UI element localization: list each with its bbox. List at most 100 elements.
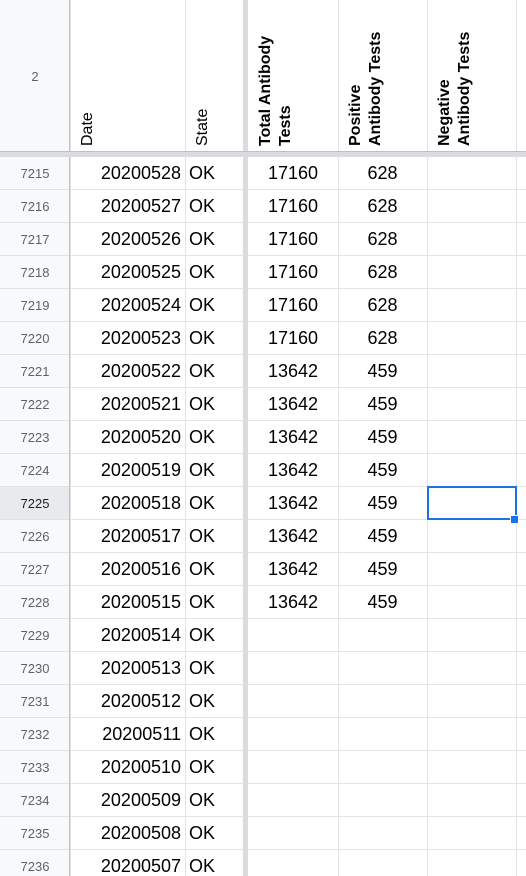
total-cell[interactable]: 13642 bbox=[267, 526, 319, 546]
column-header[interactable]: Negative Antibody Tests bbox=[435, 4, 475, 146]
row-number: 7217 bbox=[0, 223, 70, 256]
date-cell[interactable]: 20200518 bbox=[100, 493, 181, 513]
row-header-border bbox=[69, 0, 70, 876]
row-line bbox=[0, 453, 526, 454]
positive-cell[interactable]: 459 bbox=[367, 427, 398, 447]
column-header-line: Antibody Tests bbox=[367, 31, 384, 146]
date-cell[interactable]: 20200520 bbox=[100, 427, 181, 447]
state-cell[interactable]: OK bbox=[189, 592, 216, 612]
state-cell[interactable]: OK bbox=[189, 493, 216, 513]
state-cell[interactable]: OK bbox=[189, 724, 216, 744]
positive-cell[interactable]: 628 bbox=[367, 163, 398, 183]
total-cell[interactable]: 13642 bbox=[267, 460, 319, 480]
positive-cell[interactable]: 459 bbox=[367, 559, 398, 579]
date-cell[interactable]: 20200513 bbox=[100, 658, 181, 678]
row-number: 7236 bbox=[0, 850, 70, 876]
total-cell[interactable]: 17160 bbox=[267, 295, 319, 315]
total-cell[interactable]: 17160 bbox=[267, 163, 319, 183]
state-cell[interactable]: OK bbox=[189, 856, 216, 876]
header-row-number: 2 bbox=[0, 0, 70, 152]
date-cell[interactable]: 20200514 bbox=[100, 625, 181, 645]
state-cell[interactable]: OK bbox=[189, 559, 216, 579]
positive-cell[interactable]: 628 bbox=[367, 328, 398, 348]
row-line bbox=[0, 651, 526, 652]
row-number: 7231 bbox=[0, 685, 70, 718]
date-cell[interactable]: 20200516 bbox=[100, 559, 181, 579]
state-cell[interactable]: OK bbox=[189, 262, 216, 282]
state-cell[interactable]: OK bbox=[189, 691, 216, 711]
positive-cell[interactable]: 459 bbox=[367, 493, 398, 513]
positive-cell[interactable]: 459 bbox=[367, 460, 398, 480]
state-cell[interactable]: OK bbox=[189, 460, 216, 480]
row-line bbox=[0, 717, 526, 718]
total-cell[interactable]: 13642 bbox=[267, 559, 319, 579]
date-cell[interactable]: 20200507 bbox=[100, 856, 181, 876]
total-cell[interactable]: 13642 bbox=[267, 427, 319, 447]
column-header-line: State bbox=[194, 108, 211, 146]
total-cell[interactable]: 17160 bbox=[267, 196, 319, 216]
total-cell[interactable]: 13642 bbox=[267, 394, 319, 414]
state-cell[interactable]: OK bbox=[189, 526, 216, 546]
positive-cell[interactable]: 628 bbox=[367, 295, 398, 315]
positive-cell[interactable]: 459 bbox=[367, 361, 398, 381]
date-cell[interactable]: 20200528 bbox=[100, 163, 181, 183]
row-line bbox=[0, 783, 526, 784]
selected-cell[interactable] bbox=[427, 486, 517, 520]
state-cell[interactable]: OK bbox=[189, 328, 216, 348]
date-cell[interactable]: 20200527 bbox=[100, 196, 181, 216]
date-cell[interactable]: 20200510 bbox=[100, 757, 181, 777]
date-cell[interactable]: 20200521 bbox=[100, 394, 181, 414]
date-cell[interactable]: 20200524 bbox=[100, 295, 181, 315]
state-cell[interactable]: OK bbox=[189, 823, 216, 843]
row-line bbox=[0, 816, 526, 817]
state-cell[interactable]: OK bbox=[189, 295, 216, 315]
column-header[interactable]: Date bbox=[78, 4, 98, 146]
row-line bbox=[0, 255, 526, 256]
total-cell[interactable]: 13642 bbox=[267, 592, 319, 612]
state-cell[interactable]: OK bbox=[189, 229, 216, 249]
date-cell[interactable]: 20200509 bbox=[100, 790, 181, 810]
total-cell[interactable]: 13642 bbox=[267, 493, 319, 513]
date-cell[interactable]: 20200525 bbox=[100, 262, 181, 282]
total-cell[interactable]: 17160 bbox=[267, 229, 319, 249]
row-line bbox=[0, 486, 526, 487]
date-cell[interactable]: 20200512 bbox=[100, 691, 181, 711]
positive-cell[interactable]: 459 bbox=[367, 592, 398, 612]
column-line bbox=[516, 0, 517, 876]
date-cell[interactable]: 20200511 bbox=[102, 724, 181, 744]
positive-cell[interactable]: 628 bbox=[367, 229, 398, 249]
date-cell[interactable]: 20200508 bbox=[100, 823, 181, 843]
state-cell[interactable]: OK bbox=[189, 427, 216, 447]
column-header[interactable]: Positive Antibody Tests bbox=[346, 4, 386, 146]
date-cell[interactable]: 20200522 bbox=[100, 361, 181, 381]
positive-cell[interactable]: 459 bbox=[367, 394, 398, 414]
state-cell[interactable]: OK bbox=[189, 163, 216, 183]
row-number: 7233 bbox=[0, 751, 70, 784]
state-cell[interactable]: OK bbox=[189, 394, 216, 414]
row-number: 7223 bbox=[0, 421, 70, 454]
total-cell[interactable]: 17160 bbox=[267, 328, 319, 348]
positive-cell[interactable]: 628 bbox=[367, 262, 398, 282]
state-cell[interactable]: OK bbox=[189, 790, 216, 810]
date-cell[interactable]: 20200517 bbox=[100, 526, 181, 546]
total-cell[interactable]: 13642 bbox=[267, 361, 319, 381]
header-bottom-line bbox=[0, 151, 526, 152]
row-line bbox=[0, 552, 526, 553]
state-cell[interactable]: OK bbox=[189, 625, 216, 645]
state-cell[interactable]: OK bbox=[189, 757, 216, 777]
state-cell[interactable]: OK bbox=[189, 361, 216, 381]
date-cell[interactable]: 20200526 bbox=[100, 229, 181, 249]
date-cell[interactable]: 20200523 bbox=[100, 328, 181, 348]
positive-cell[interactable]: 459 bbox=[367, 526, 398, 546]
state-cell[interactable]: OK bbox=[189, 658, 216, 678]
date-cell[interactable]: 20200515 bbox=[100, 592, 181, 612]
row-number: 7234 bbox=[0, 784, 70, 817]
date-cell[interactable]: 20200519 bbox=[100, 460, 181, 480]
fill-handle[interactable] bbox=[510, 515, 519, 524]
row-line bbox=[0, 189, 526, 190]
state-cell[interactable]: OK bbox=[189, 196, 216, 216]
column-header[interactable]: State bbox=[193, 4, 213, 146]
total-cell[interactable]: 17160 bbox=[267, 262, 319, 282]
column-header[interactable]: Total Antibody Tests bbox=[256, 4, 296, 146]
positive-cell[interactable]: 628 bbox=[367, 196, 398, 216]
